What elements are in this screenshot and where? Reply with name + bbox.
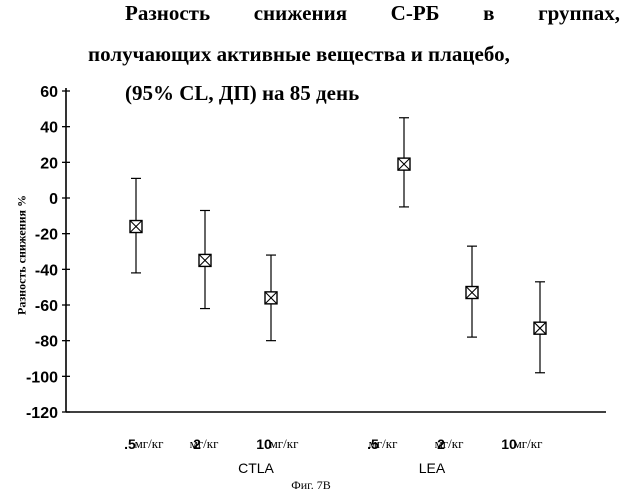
x-tick-unit: мг/кг (369, 436, 398, 451)
y-tick-label: -120 (26, 405, 58, 422)
y-tick-label: 20 (40, 155, 58, 172)
y-tick-label: -60 (35, 298, 58, 315)
x-group-label: LEA (419, 460, 446, 476)
x-tick-unit: мг/кг (190, 436, 219, 451)
y-tick-label: 40 (40, 120, 58, 137)
y-tick-label: 0 (49, 191, 58, 208)
x-tick-unit: мг/кг (435, 436, 464, 451)
y-tick-label: -100 (26, 369, 58, 386)
x-tick-unit: мг/кг (135, 436, 164, 451)
x-tick-unit: мг/кг (514, 436, 543, 451)
y-tick-label: -80 (35, 334, 58, 351)
x-tick-unit: мг/кг (270, 436, 299, 451)
y-tick-label: -40 (35, 262, 58, 279)
y-tick-label: 60 (40, 84, 58, 101)
y-tick-label: -20 (35, 227, 58, 244)
figure-caption: Фиг. 7В (0, 478, 622, 493)
x-group-label: CTLA (238, 460, 274, 476)
